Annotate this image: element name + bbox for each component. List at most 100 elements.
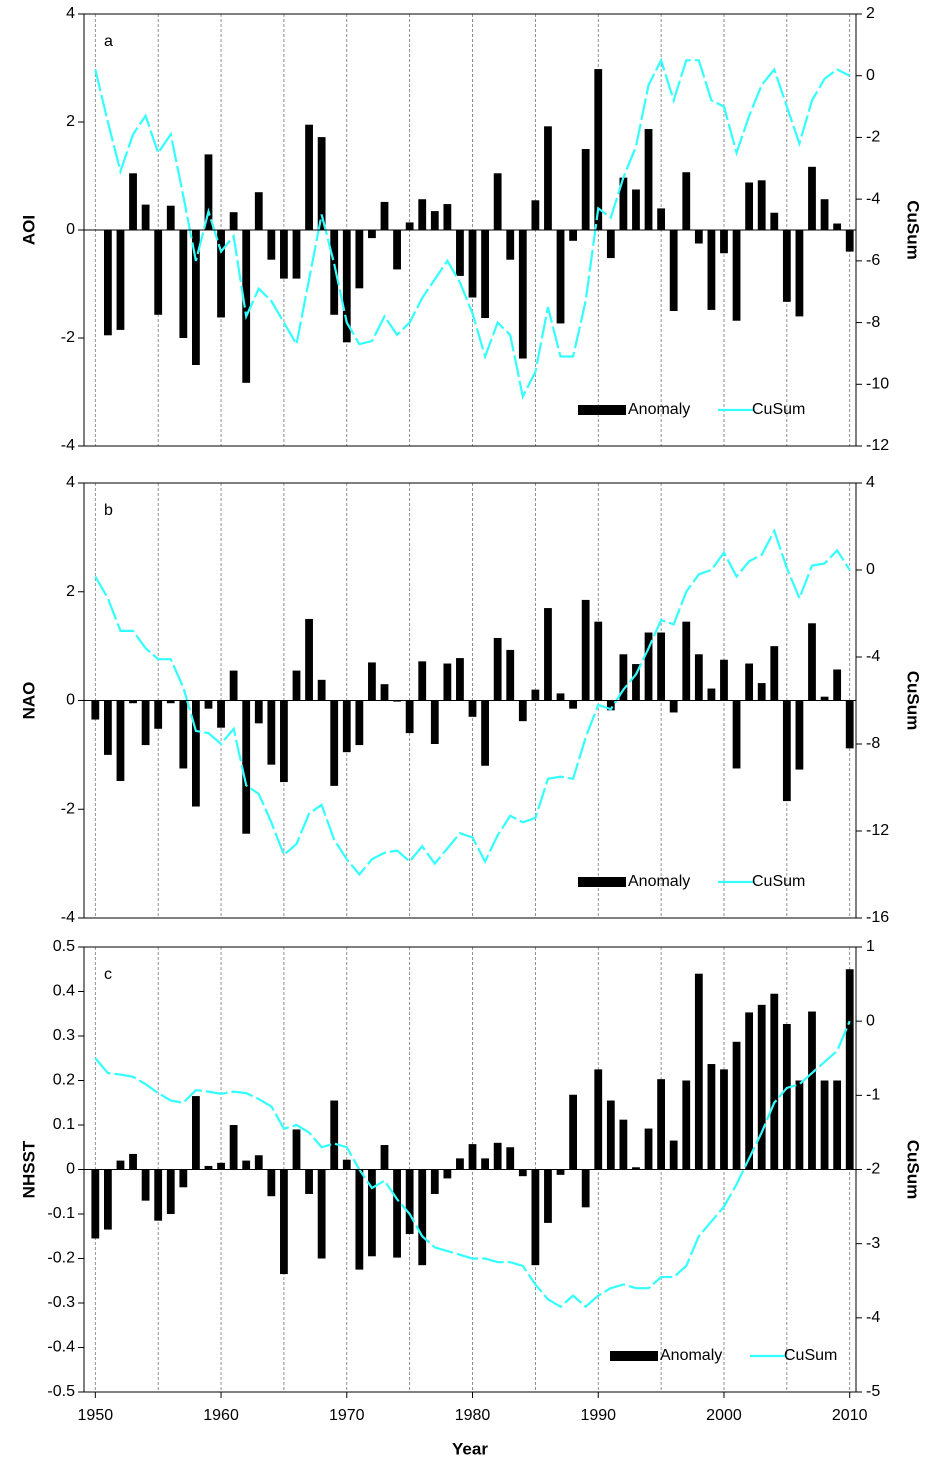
- y2-tick-label: -5: [866, 1383, 880, 1400]
- bar: [468, 230, 477, 298]
- bar: [380, 1145, 389, 1170]
- bar: [267, 700, 276, 765]
- y2-tick-label: -6: [866, 252, 880, 269]
- bar: [129, 1153, 137, 1170]
- y-tick-label: -0.4: [47, 1339, 75, 1356]
- bar: [732, 1041, 741, 1170]
- bar: [443, 1169, 452, 1179]
- bar: [179, 700, 188, 769]
- bar: [556, 230, 565, 324]
- bar: [368, 1169, 376, 1257]
- bar: [229, 212, 238, 230]
- cusum-line: [94, 1020, 851, 1309]
- y-axis-label: NHSST: [19, 1140, 38, 1198]
- bar: [342, 230, 351, 343]
- x-tick-label: 2000: [706, 1407, 742, 1424]
- bar: [481, 700, 489, 766]
- bar: [166, 700, 175, 704]
- bar: [217, 230, 225, 318]
- y-tick-label: -0.2: [47, 1250, 75, 1267]
- bar: [116, 1160, 125, 1170]
- bar: [556, 693, 565, 701]
- y2-tick-label: -2: [866, 1161, 880, 1178]
- bar: [707, 230, 716, 310]
- cusum-line: [94, 57, 851, 400]
- bar: [393, 1169, 401, 1258]
- legend-swatch: [610, 1351, 658, 1361]
- bar: [368, 230, 376, 239]
- bar: [845, 700, 854, 749]
- y-tick-label: 0: [66, 1161, 75, 1178]
- bar: [430, 1169, 439, 1194]
- bar: [506, 230, 515, 260]
- bar: [141, 204, 150, 230]
- bar: [707, 688, 716, 701]
- y2-tick-label: -4: [866, 648, 880, 665]
- bar: [581, 599, 590, 701]
- x-tick-label: 2010: [832, 1407, 868, 1424]
- bar: [116, 700, 125, 781]
- bar: [481, 1158, 489, 1170]
- bar: [657, 1079, 666, 1170]
- y2-tick-label: -1: [866, 1087, 880, 1104]
- bar: [531, 689, 540, 701]
- bar: [317, 1169, 326, 1259]
- bar: [808, 623, 816, 701]
- bar: [745, 182, 754, 230]
- bar: [305, 1169, 313, 1194]
- bar: [430, 700, 439, 744]
- y-tick-label: -2: [61, 800, 75, 817]
- bar: [229, 670, 238, 701]
- bar: [632, 664, 640, 701]
- bar: [795, 230, 804, 317]
- bar: [217, 700, 225, 728]
- legend-label: Anomaly: [628, 401, 690, 418]
- bar: [569, 700, 577, 709]
- legend-label: CuSum: [752, 401, 805, 418]
- y2-tick-label: 0: [866, 67, 875, 84]
- y2-tick-label: -12: [866, 822, 889, 839]
- bar: [91, 700, 100, 720]
- bar: [292, 1129, 301, 1170]
- bar: [129, 700, 137, 704]
- bar: [644, 129, 653, 230]
- bar: [581, 149, 590, 230]
- bar: [506, 1147, 515, 1170]
- y2-tick-label: -12: [866, 437, 889, 454]
- bar: [179, 1169, 188, 1188]
- bar: [594, 69, 603, 230]
- x-tick-label: 1960: [203, 1407, 239, 1424]
- bar: [720, 659, 728, 701]
- bar: [481, 230, 489, 319]
- bar: [129, 173, 137, 230]
- y2-tick-label: 2: [866, 5, 875, 22]
- y2-tick-label: -2: [866, 129, 880, 146]
- bar: [732, 230, 741, 321]
- bar: [833, 1080, 842, 1170]
- bar: [594, 621, 603, 701]
- bar: [430, 211, 439, 230]
- y-tick-label: 0: [66, 221, 75, 238]
- bar: [770, 646, 779, 701]
- bar: [518, 700, 527, 722]
- panel-label: c: [104, 966, 112, 983]
- bar: [443, 663, 452, 701]
- bar: [694, 973, 703, 1170]
- bar: [166, 205, 175, 230]
- bar: [606, 1100, 615, 1170]
- bar: [757, 683, 766, 701]
- x-tick-label: 1970: [329, 1407, 365, 1424]
- bar: [682, 172, 691, 230]
- bar: [204, 1165, 213, 1170]
- bar: [103, 700, 112, 755]
- bar: [845, 230, 854, 252]
- y2-tick-label: -8: [866, 314, 880, 331]
- bar: [154, 1169, 163, 1221]
- bar: [355, 700, 364, 746]
- bar: [204, 154, 213, 230]
- bar: [330, 1100, 339, 1170]
- legend-label: Anomaly: [660, 1347, 722, 1364]
- bar: [141, 700, 150, 746]
- bar: [368, 662, 376, 701]
